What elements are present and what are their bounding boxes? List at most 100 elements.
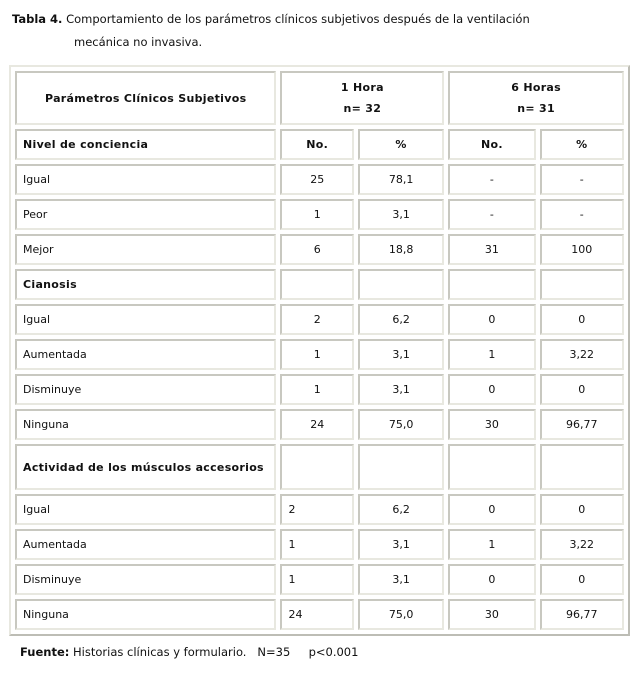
section-title: Actividad de los músculos accesorios bbox=[15, 444, 277, 490]
header-6-horas: 6 Horas n= 31 bbox=[448, 71, 624, 125]
table-caption: Tabla 4. Comportamiento de los parámetro… bbox=[12, 8, 612, 54]
section-title: Nivel de conciencia bbox=[15, 129, 277, 160]
value-cell: 30 bbox=[448, 599, 536, 630]
value-cell: 6,2 bbox=[357, 494, 445, 525]
value-cell: 3,22 bbox=[539, 529, 624, 560]
table-footer: Fuente: Historias clínicas y formulario.… bbox=[20, 645, 358, 659]
empty-cell bbox=[280, 269, 354, 300]
row-label: Ninguna bbox=[15, 599, 277, 630]
value-cell: - bbox=[539, 199, 624, 230]
value-cell: 1 bbox=[280, 564, 354, 595]
row-label: Aumentada bbox=[15, 339, 277, 370]
table-row: Igual 2 6,2 0 0 bbox=[15, 304, 624, 335]
row-label: Disminuye bbox=[15, 564, 277, 595]
value-cell: 96,77 bbox=[539, 409, 624, 440]
value-cell: 1 bbox=[448, 339, 536, 370]
footer-n: N=35 bbox=[257, 645, 291, 659]
row-label: Disminuye bbox=[15, 374, 277, 405]
section-title: Cianosis bbox=[15, 269, 277, 300]
row-label: Igual bbox=[15, 304, 277, 335]
value-cell: 18,8 bbox=[357, 234, 445, 265]
value-cell: - bbox=[539, 164, 624, 195]
value-cell: 25 bbox=[280, 164, 354, 195]
value-cell: 0 bbox=[539, 374, 624, 405]
value-cell: 3,1 bbox=[357, 339, 445, 370]
value-cell: 6,2 bbox=[357, 304, 445, 335]
row-label: Ninguna bbox=[15, 409, 277, 440]
row-label: Igual bbox=[15, 164, 277, 195]
value-cell: 1 bbox=[280, 529, 354, 560]
header-row: Parámetros Clínicos Subjetivos 1 Hora n= … bbox=[15, 71, 624, 125]
value-cell: 1 bbox=[280, 199, 354, 230]
group-label: 1 Hora bbox=[340, 81, 384, 94]
section-row: Actividad de los músculos accesorios bbox=[15, 444, 624, 490]
section-row: Cianosis bbox=[15, 269, 624, 300]
value-cell: 96,77 bbox=[539, 599, 624, 630]
data-table: Parámetros Clínicos Subjetivos 1 Hora n= … bbox=[9, 65, 630, 636]
header-1-hora: 1 Hora n= 32 bbox=[280, 71, 445, 125]
value-cell: 1 bbox=[448, 529, 536, 560]
empty-cell bbox=[448, 444, 536, 490]
subheader-cell: % bbox=[357, 129, 445, 160]
value-cell: 1 bbox=[280, 374, 354, 405]
value-cell: - bbox=[448, 199, 536, 230]
empty-cell bbox=[357, 444, 445, 490]
row-label: Aumentada bbox=[15, 529, 277, 560]
row-label: Igual bbox=[15, 494, 277, 525]
value-cell: 31 bbox=[448, 234, 536, 265]
value-cell: 0 bbox=[448, 564, 536, 595]
empty-cell bbox=[448, 269, 536, 300]
empty-cell bbox=[539, 444, 624, 490]
table-row: Peor 1 3,1- - bbox=[15, 199, 624, 230]
table-row: Igual 25 78,1- - bbox=[15, 164, 624, 195]
value-cell: 3,22 bbox=[539, 339, 624, 370]
value-cell: 0 bbox=[448, 494, 536, 525]
subheader-cell: No. bbox=[448, 129, 536, 160]
table-row: Mejor 6 18,8 31 100 bbox=[15, 234, 624, 265]
value-cell: 0 bbox=[539, 304, 624, 335]
value-cell: 6 bbox=[280, 234, 354, 265]
table-row: Aumentada 1 3,1 1 3,22 bbox=[15, 529, 624, 560]
value-cell: 75,0 bbox=[357, 409, 445, 440]
value-cell: 30 bbox=[448, 409, 536, 440]
value-cell: 24 bbox=[280, 409, 354, 440]
caption-text-line2: mecánica no invasiva. bbox=[74, 35, 203, 49]
caption-label: Tabla 4. bbox=[12, 12, 63, 26]
caption-text: Comportamiento de los parámetros clínico… bbox=[66, 12, 530, 26]
value-cell: 24 bbox=[280, 599, 354, 630]
value-cell: 3,1 bbox=[357, 529, 445, 560]
value-cell: 3,1 bbox=[357, 199, 445, 230]
empty-cell bbox=[280, 444, 354, 490]
table-row: Ninguna 24 75,0 30 96,77 bbox=[15, 409, 624, 440]
subheader-cell: No. bbox=[280, 129, 354, 160]
value-cell: 0 bbox=[448, 304, 536, 335]
value-cell: 0 bbox=[539, 494, 624, 525]
footer-source: Historias clínicas y formulario. bbox=[73, 645, 247, 659]
value-cell: 2 bbox=[280, 304, 354, 335]
value-cell: 75,0 bbox=[357, 599, 445, 630]
table-row: Disminuye 1 3,1 0 0 bbox=[15, 374, 624, 405]
value-cell: 78,1 bbox=[357, 164, 445, 195]
row-label: Mejor bbox=[15, 234, 277, 265]
subheader-cell: % bbox=[539, 129, 624, 160]
footer-p: p<0.001 bbox=[308, 645, 359, 659]
value-cell: 0 bbox=[539, 564, 624, 595]
value-cell: 3,1 bbox=[357, 564, 445, 595]
header-param: Parámetros Clínicos Subjetivos bbox=[15, 71, 277, 125]
empty-cell bbox=[357, 269, 445, 300]
table-row: Igual 2 6,2 0 0 bbox=[15, 494, 624, 525]
value-cell: 100 bbox=[539, 234, 624, 265]
table-row: Disminuye 1 3,1 0 0 bbox=[15, 564, 624, 595]
group-n: n= 31 bbox=[517, 102, 555, 115]
value-cell: 3,1 bbox=[357, 374, 445, 405]
footer-label: Fuente: bbox=[20, 645, 70, 659]
group-label: 6 Horas bbox=[511, 81, 561, 94]
table-row: Ninguna 24 75,0 30 96,77 bbox=[15, 599, 624, 630]
value-cell: 2 bbox=[280, 494, 354, 525]
value-cell: 0 bbox=[448, 374, 536, 405]
section-row: Nivel de conciencia No.% No.% bbox=[15, 129, 624, 160]
table-row: Aumentada 1 3,1 1 3,22 bbox=[15, 339, 624, 370]
value-cell: - bbox=[448, 164, 536, 195]
empty-cell bbox=[539, 269, 624, 300]
value-cell: 1 bbox=[280, 339, 354, 370]
